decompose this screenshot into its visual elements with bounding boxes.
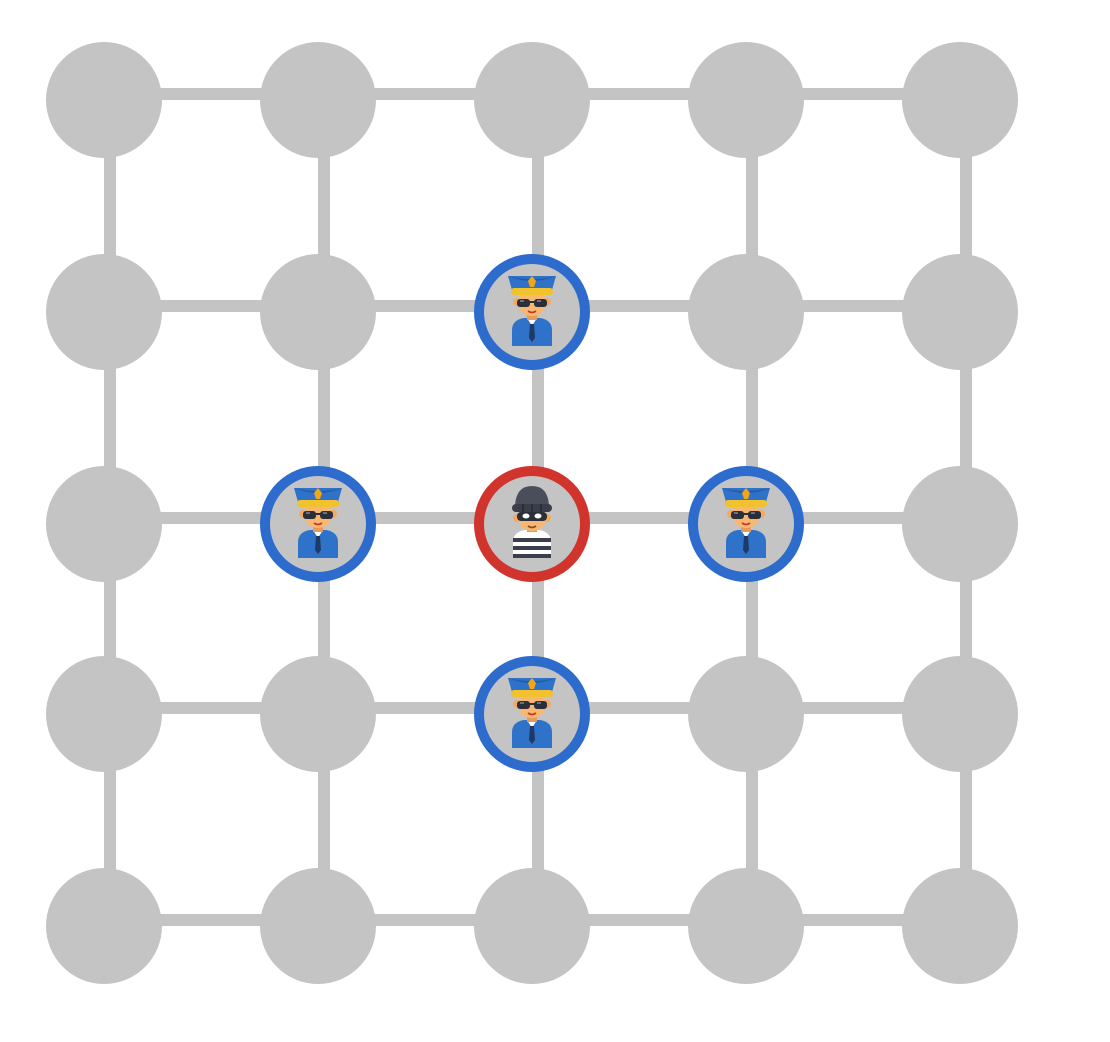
cop-piece-3[interactable] [722, 488, 770, 558]
police-officer-icon [722, 488, 770, 558]
grid-node-3-3[interactable] [688, 656, 804, 772]
grid-node-4-4[interactable] [902, 868, 1018, 984]
grid-nodes [46, 42, 1018, 984]
grid-node-0-2[interactable] [474, 42, 590, 158]
cop-piece-4[interactable] [508, 678, 556, 748]
grid-node-0-4[interactable] [902, 42, 1018, 158]
game-pieces [294, 276, 770, 748]
grid-node-1-4[interactable] [902, 254, 1018, 370]
grid-node-0-0[interactable] [46, 42, 162, 158]
robber-piece-2[interactable] [512, 486, 552, 558]
grid-node-3-4[interactable] [902, 656, 1018, 772]
cop-piece-0[interactable] [508, 276, 556, 346]
grid-node-3-0[interactable] [46, 656, 162, 772]
police-officer-icon [508, 678, 556, 748]
grid-node-4-2[interactable] [474, 868, 590, 984]
police-officer-icon [294, 488, 342, 558]
grid-node-1-3[interactable] [688, 254, 804, 370]
grid-node-1-0[interactable] [46, 254, 162, 370]
grid-node-1-1[interactable] [260, 254, 376, 370]
grid-node-0-1[interactable] [260, 42, 376, 158]
robber-icon [512, 486, 552, 558]
police-officer-icon [508, 276, 556, 346]
grid-node-4-3[interactable] [688, 868, 804, 984]
grid-node-4-0[interactable] [46, 868, 162, 984]
grid-node-0-3[interactable] [688, 42, 804, 158]
grid-node-2-4[interactable] [902, 466, 1018, 582]
cop-piece-1[interactable] [294, 488, 342, 558]
grid-node-2-0[interactable] [46, 466, 162, 582]
grid-node-4-1[interactable] [260, 868, 376, 984]
grid-node-3-1[interactable] [260, 656, 376, 772]
